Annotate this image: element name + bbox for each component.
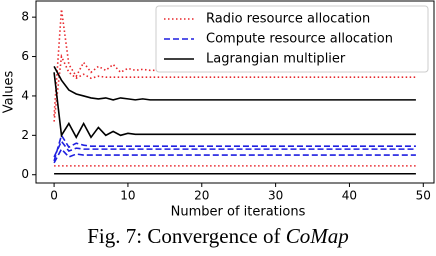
series-line <box>53 147 416 164</box>
x-axis-label: Number of iterations <box>171 205 306 220</box>
legend-label: Radio resource allocation <box>206 12 370 27</box>
legend-box <box>155 5 429 73</box>
legend-label: Lagrangian multiplier <box>206 52 346 67</box>
plot-frame <box>35 0 435 184</box>
x-tick-label: 50 <box>416 189 431 203</box>
legend-label: Compute resource allocation <box>206 32 393 47</box>
series-line <box>53 9 416 116</box>
series-line <box>53 53 416 122</box>
series-line <box>53 133 416 162</box>
y-tick-label: 6 <box>21 49 29 63</box>
series-line <box>53 66 416 101</box>
y-axis-label: Values <box>2 71 17 114</box>
x-tick-label: 0 <box>50 189 58 203</box>
caption: Fig. 7: Convergence of CoMap <box>87 224 349 248</box>
x-tick-label: 30 <box>268 189 283 203</box>
caption-text: Fig. 7: Convergence of <box>87 224 280 248</box>
x-tick-label: 40 <box>342 189 357 203</box>
caption-emphasis: CoMap <box>286 224 349 248</box>
y-tick-label: 0 <box>21 167 29 181</box>
x-tick-label: 10 <box>120 189 135 203</box>
y-tick-label: 4 <box>21 88 29 102</box>
x-tick-label: 20 <box>194 189 209 203</box>
series-line <box>53 139 416 158</box>
y-tick-label: 2 <box>21 128 29 142</box>
y-tick-label: 8 <box>21 10 29 24</box>
series-line <box>53 72 416 139</box>
